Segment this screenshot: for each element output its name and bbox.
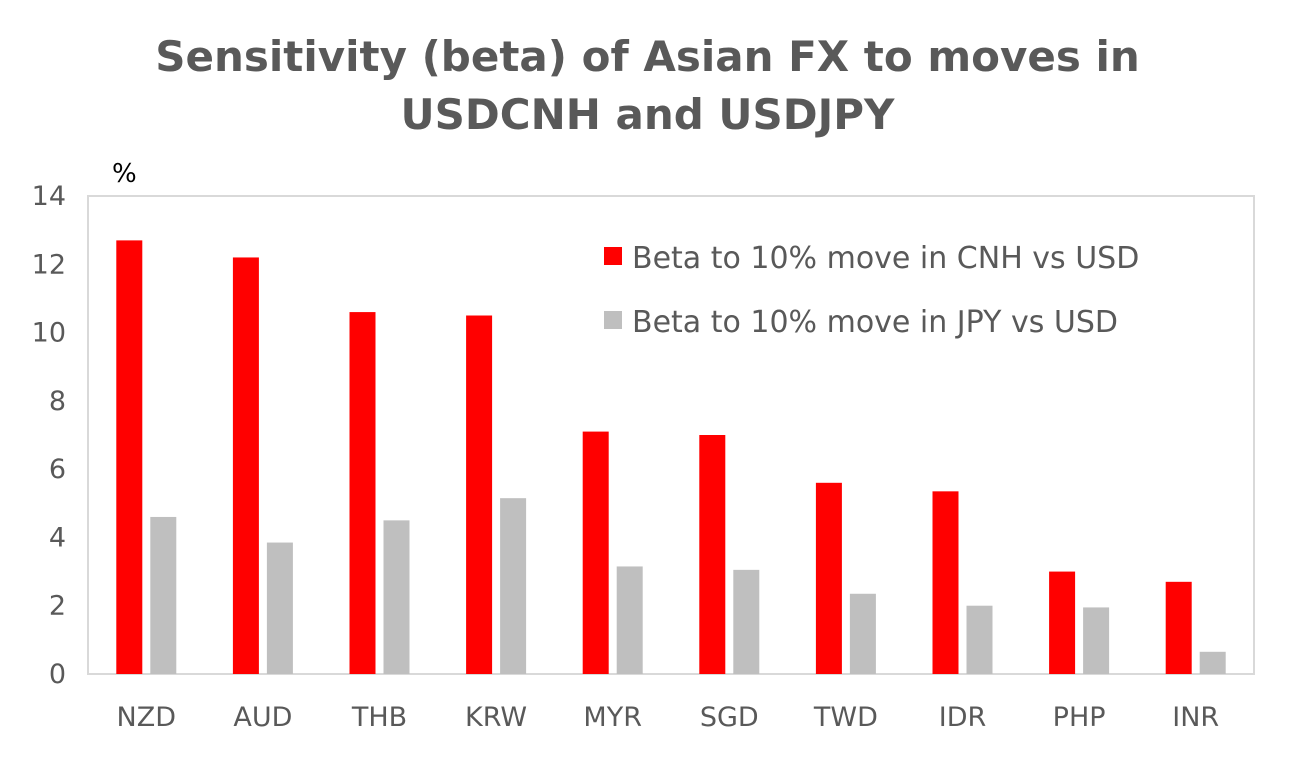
x-axis: NZD AUD THB KRW MYR SGD TWD IDR PHP INR [117, 702, 1220, 733]
y-axis-unit-label: % [112, 159, 137, 189]
chart-title-line-1: Sensitivity (beta) of Asian FX to moves … [155, 32, 1140, 81]
bar-idr-series-2 [966, 605, 993, 674]
bar-sgd-series-2 [733, 569, 760, 674]
bar-aud-series-1 [232, 257, 259, 674]
x-tick-label-myr: MYR [583, 702, 642, 733]
chart-title: Sensitivity (beta) of Asian FX to moves … [0, 28, 1295, 144]
bar-nzd-series-2 [150, 516, 177, 674]
bar-aud-series-2 [266, 542, 293, 674]
bar-myr-series-2 [616, 566, 643, 674]
bar-thb-series-1 [349, 312, 376, 674]
x-tick-label-inr: INR [1172, 702, 1219, 733]
y-tick-label: 2 [49, 591, 66, 622]
legend-swatch-series-2 [604, 311, 622, 329]
bar-nzd-series-1 [116, 240, 143, 674]
x-tick-label-nzd: NZD [117, 702, 176, 733]
y-tick-label: 14 [32, 181, 66, 212]
y-tick-label: 6 [49, 454, 66, 485]
x-tick-label-twd: TWD [813, 702, 878, 733]
bar-myr-series-1 [582, 431, 609, 674]
bar-twd-series-1 [815, 482, 842, 674]
x-tick-label-idr: IDR [939, 702, 987, 733]
bar-twd-series-2 [849, 593, 876, 674]
legend-label-series-1: Beta to 10% move in CNH vs USD [632, 241, 1139, 276]
y-tick-label: 4 [49, 522, 66, 553]
x-tick-label-php: PHP [1053, 702, 1106, 733]
plot-area-border [87, 195, 1255, 675]
x-tick-label-aud: AUD [233, 702, 292, 733]
x-tick-label-sgd: SGD [700, 702, 759, 733]
bar-thb-series-2 [383, 520, 410, 674]
bar-inr-series-1 [1165, 581, 1192, 674]
chart-title-line-2: USDCNH and USDJPY [400, 90, 895, 139]
bar-php-series-2 [1083, 607, 1110, 674]
y-tick-label: 12 [32, 249, 66, 280]
legend: Beta to 10% move in CNH vs USD Beta to 10… [604, 241, 1139, 340]
y-axis: 0 2 4 6 8 10 12 14 [32, 181, 66, 690]
bar-sgd-series-1 [699, 435, 726, 674]
y-tick-label: 8 [49, 386, 66, 417]
bar-krw-series-2 [500, 498, 527, 674]
y-tick-label: 10 [32, 318, 66, 349]
bar-inr-series-2 [1199, 651, 1226, 674]
x-tick-label-thb: THB [351, 702, 407, 733]
legend-label-series-2: Beta to 10% move in JPY vs USD [632, 305, 1118, 340]
legend-swatch-series-1 [604, 247, 622, 265]
bar-php-series-1 [1049, 571, 1076, 674]
bar-idr-series-1 [932, 491, 959, 674]
bar-krw-series-1 [466, 315, 493, 674]
bars [116, 240, 1226, 674]
x-tick-label-krw: KRW [465, 702, 527, 733]
y-tick-label: 0 [49, 659, 66, 690]
